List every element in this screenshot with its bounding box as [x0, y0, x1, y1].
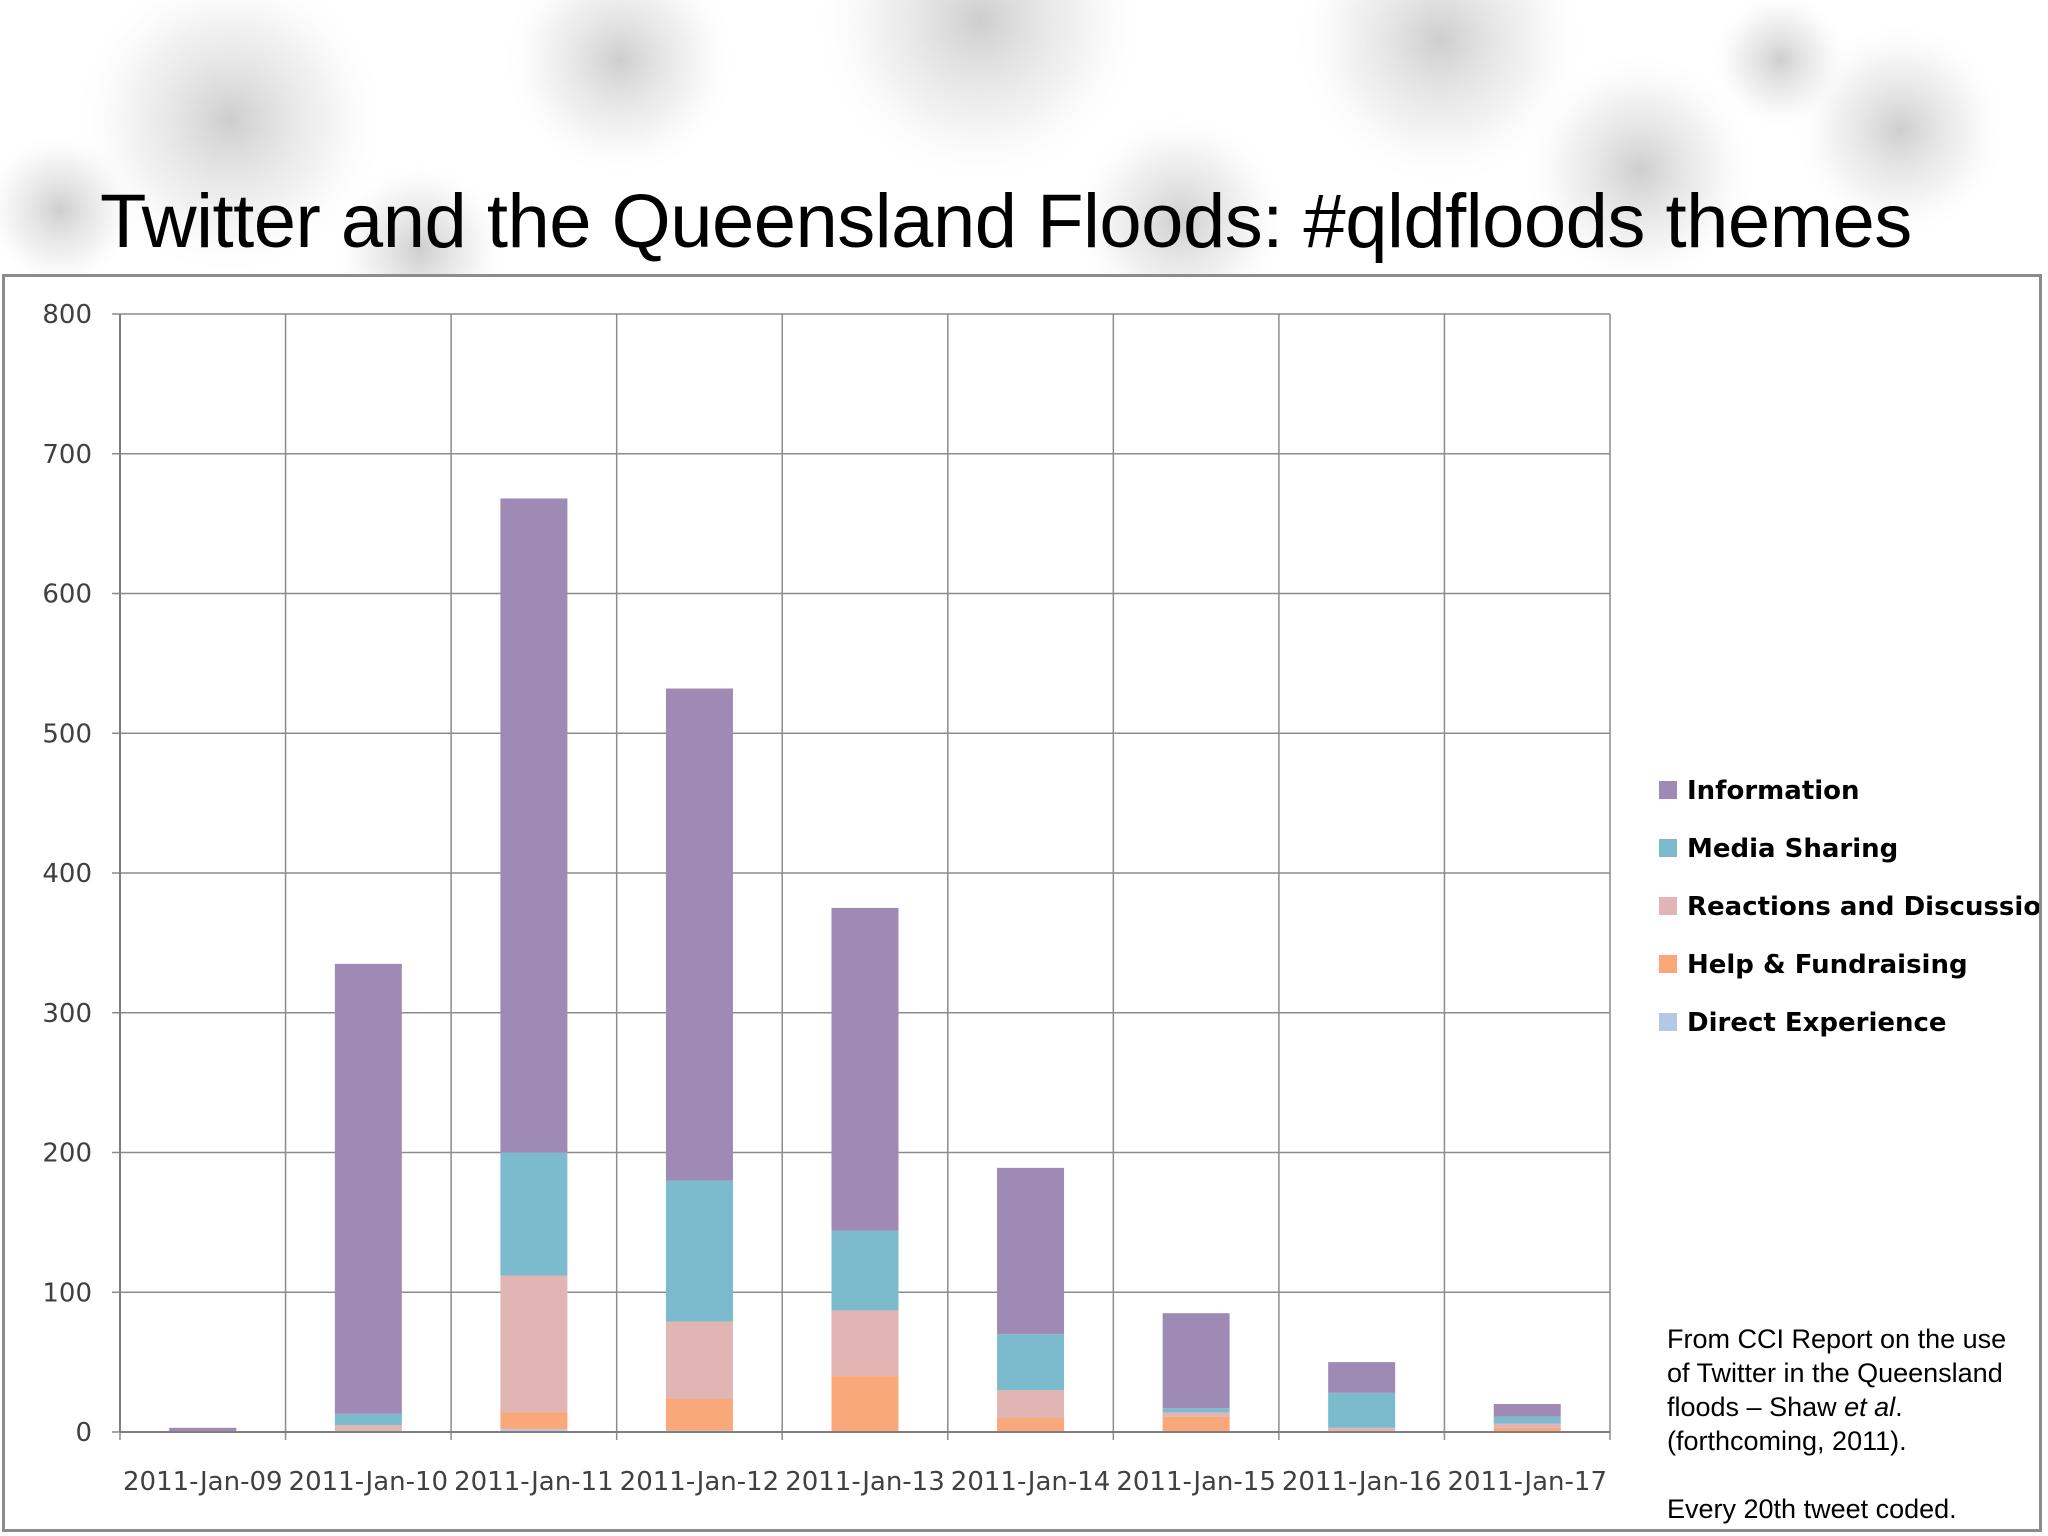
y-tick-label: 600: [42, 580, 92, 610]
bar-segment: [665, 688, 733, 1181]
y-tick-label: 300: [42, 999, 92, 1029]
background-blob: [0, 130, 140, 290]
slide-title: Twitter and the Queensland Floods: #qldf…: [100, 179, 1912, 264]
bar-segment: [1162, 1408, 1230, 1413]
x-tick-label: 2011-Jan-13: [785, 1467, 945, 1497]
source-note: From CCI Report on the use of Twitter in…: [1667, 1322, 2027, 1526]
bar-segment: [665, 1180, 733, 1322]
x-tick-label: 2011-Jan-09: [123, 1467, 283, 1497]
legend: Information Media Sharing Reactions and Di…: [1659, 776, 2039, 1038]
legend-label: Media Sharing: [1687, 834, 1898, 864]
legend-swatch: [1659, 839, 1677, 857]
legend-swatch: [1659, 781, 1677, 799]
background-blob: [1710, 0, 1850, 130]
legend-swatch: [1659, 897, 1677, 915]
bar-segment: [997, 1390, 1065, 1419]
bar-segment: [500, 498, 568, 1153]
bar-segment: [831, 907, 899, 1231]
bar-segment: [500, 1412, 568, 1430]
bars: [169, 498, 1561, 1432]
bar-segment: [831, 1376, 899, 1432]
background-blob: [1290, 0, 1590, 190]
bar-segment: [500, 1275, 568, 1413]
x-tick-label: 2011-Jan-10: [289, 1467, 449, 1497]
y-tick-label: 800: [42, 300, 92, 330]
source-note-line: floods – Shaw et al.: [1667, 1390, 2027, 1424]
bar-segment: [334, 1425, 402, 1432]
y-tick-label: 700: [42, 440, 92, 470]
bar-segment: [334, 963, 402, 1414]
x-tick-label: 2011-Jan-11: [454, 1467, 614, 1497]
bar-segment: [1328, 1427, 1396, 1432]
background-blob: [70, 0, 390, 280]
x-tick-label: 2011-Jan-17: [1447, 1467, 1607, 1497]
bar-segment: [1493, 1404, 1561, 1417]
bar-segment: [1328, 1392, 1396, 1428]
source-note-spacer: [1667, 1458, 2027, 1492]
y-tick-label: 500: [42, 719, 92, 749]
bar-segment: [334, 1413, 402, 1426]
bar-segment: [831, 1310, 899, 1377]
y-tick-label: 400: [42, 859, 92, 889]
bar-segment: [169, 1427, 237, 1432]
source-note-line: Every 20th tweet coded.: [1667, 1494, 1957, 1524]
source-note-line: of Twitter in the Queensland: [1667, 1358, 2003, 1388]
chart-frame: 0 100 200 300 400 500 600 700 800 2011-Jan-09 2011…: [2, 274, 2042, 1532]
source-note-text: .: [1895, 1392, 1903, 1422]
background-blob: [1520, 50, 1760, 290]
bar-segment: [1162, 1416, 1230, 1432]
y-tick-label: 200: [42, 1139, 92, 1169]
source-note-text: floods – Shaw: [1667, 1392, 1845, 1422]
legend-label: Help & Fundraising: [1687, 950, 1968, 980]
bar-segment: [1493, 1416, 1561, 1424]
x-tick-label: 2011-Jan-12: [620, 1467, 780, 1497]
legend-swatch: [1659, 1013, 1677, 1031]
source-note-line: (forthcoming, 2011).: [1667, 1426, 1907, 1456]
background-blob: [500, 0, 740, 180]
bar-segment: [1493, 1423, 1561, 1428]
bar-segment: [665, 1398, 733, 1431]
y-tick-label: 100: [42, 1278, 92, 1308]
bar-segment: [831, 1230, 899, 1311]
bar-segment: [997, 1418, 1065, 1432]
x-tick-label: 2011-Jan-15: [1116, 1467, 1276, 1497]
background-blob: [810, 0, 1150, 190]
source-note-emphasis: et al: [1844, 1392, 1896, 1422]
background-network-graphic: [0, 0, 2010, 300]
y-tick-label: 0: [75, 1418, 92, 1448]
bar-segment: [1162, 1412, 1230, 1417]
source-note-line: From CCI Report on the use: [1667, 1324, 2007, 1354]
bar-segment: [500, 1152, 568, 1276]
bar-segment: [500, 1429, 568, 1432]
x-tick-label: 2011-Jan-16: [1282, 1467, 1442, 1497]
legend-label: Direct Experience: [1687, 1008, 1947, 1038]
legend-swatch: [1659, 955, 1677, 973]
background-blob: [1070, 110, 1290, 300]
bar-segment: [665, 1321, 733, 1399]
legend-label: Information: [1687, 776, 1860, 806]
bar-segment: [997, 1334, 1065, 1391]
bar-segment: [1328, 1362, 1396, 1393]
bar-segment: [1162, 1313, 1230, 1409]
x-tick-label: 2011-Jan-14: [951, 1467, 1111, 1497]
bar-segment: [1493, 1427, 1561, 1432]
bar-segment: [997, 1167, 1065, 1335]
legend-label: Reactions and Discussion: [1687, 892, 2039, 922]
background-blob: [330, 160, 510, 300]
